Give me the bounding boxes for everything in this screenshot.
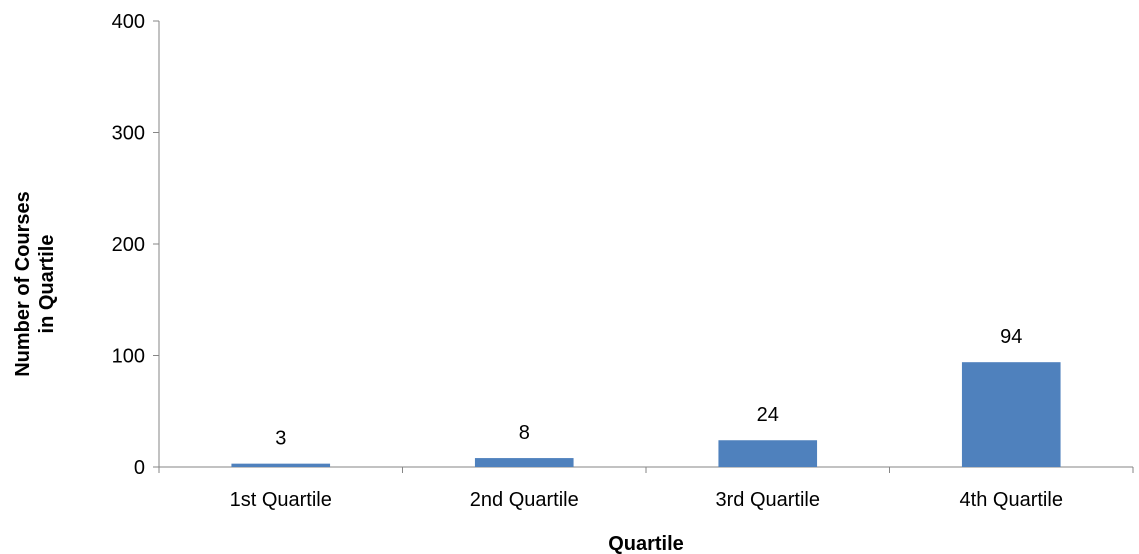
- y-tick-label: 200: [112, 234, 145, 256]
- x-tick-label: 1st Quartile: [230, 489, 332, 511]
- x-axis: 1st Quartile 2nd Quartile 3rd Quartile 4th …: [158, 466, 1134, 511]
- data-label: 3: [275, 428, 286, 450]
- x-axis-title: Quartile: [608, 533, 684, 554]
- y-tick-label: 300: [112, 123, 145, 145]
- y-tick-label: 100: [112, 346, 145, 368]
- x-tick-label: 4th Quartile: [960, 489, 1063, 511]
- x-tick-label: 2nd Quartile: [470, 489, 579, 511]
- data-labels: 3 8 24 94: [275, 326, 1022, 449]
- y-tick-label: 400: [112, 11, 145, 33]
- y-axis-title-line-1: Number of Courses: [12, 191, 34, 377]
- y-axis-title: Number of Courses in Quartile: [12, 191, 58, 377]
- bar: [231, 463, 331, 467]
- x-tick-label: 3rd Quartile: [716, 489, 821, 511]
- data-label: 24: [757, 404, 779, 426]
- data-label: 94: [1000, 326, 1022, 348]
- y-axis-title-line-2: in Quartile: [36, 235, 58, 334]
- bars: [231, 362, 1061, 467]
- bar: [961, 362, 1061, 467]
- y-axis: 0 100 200 300 400: [112, 11, 160, 479]
- bar: [474, 458, 574, 467]
- bar: [718, 440, 818, 467]
- data-label: 8: [519, 422, 530, 444]
- y-tick-label: 0: [134, 457, 145, 479]
